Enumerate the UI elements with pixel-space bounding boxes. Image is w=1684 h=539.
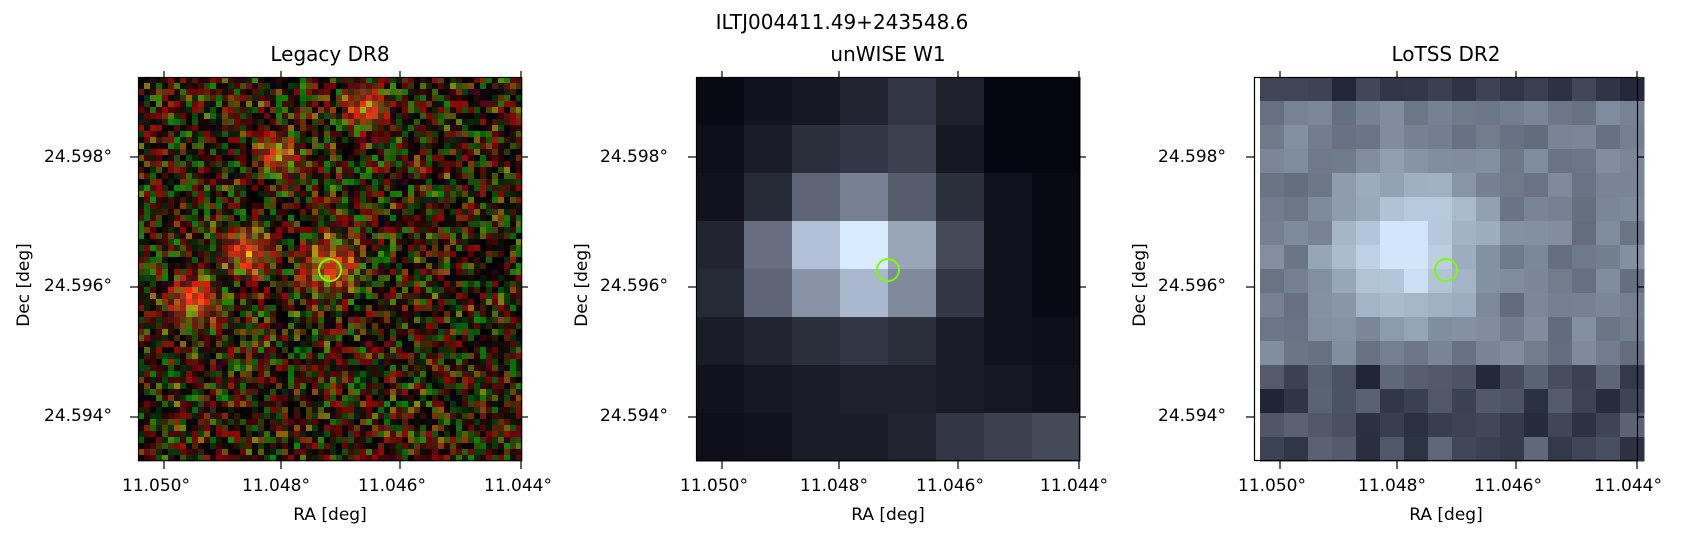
figure-title: ILTJ004411.49+243548.6 xyxy=(715,10,969,34)
source-marker xyxy=(1434,258,1458,282)
x-tick-label: 11.044° xyxy=(1040,476,1108,496)
source-marker xyxy=(318,258,342,282)
y-tick-label: 24.594° xyxy=(44,406,112,426)
axes-frame xyxy=(1253,76,1639,462)
y-tick-label: 24.598° xyxy=(600,147,668,167)
x-tick-label: 11.044° xyxy=(1594,476,1662,496)
panel-title-lotss: LoTSS DR2 xyxy=(1391,42,1501,66)
x-tick-label: 11.048° xyxy=(1358,476,1426,496)
x-tick-label: 11.046° xyxy=(358,476,426,496)
lotss-image-panel xyxy=(1246,71,1645,469)
y-axis-label: Dec [deg] xyxy=(571,243,592,327)
lotss-pixels xyxy=(1260,77,1645,462)
y-axis-label: Dec [deg] xyxy=(13,243,34,327)
x-tick-label: 11.046° xyxy=(916,476,984,496)
source-marker xyxy=(876,258,900,282)
y-tick-label: 24.594° xyxy=(600,406,668,426)
x-axis-label: RA [deg] xyxy=(1409,505,1483,525)
unwise-pixels xyxy=(696,77,1081,462)
optical-pixels xyxy=(138,77,523,462)
lotss-image xyxy=(1246,71,1645,469)
x-axis-label: RA [deg] xyxy=(851,505,925,525)
y-tick-label: 24.596° xyxy=(600,276,668,296)
y-tick-label: 24.594° xyxy=(1158,406,1226,426)
panel-title-unwise: unWISE W1 xyxy=(830,42,946,66)
y-tick-label: 24.596° xyxy=(1158,276,1226,296)
y-tick-label: 24.596° xyxy=(44,276,112,296)
axes-frame xyxy=(137,76,523,462)
x-tick-label: 11.044° xyxy=(484,476,552,496)
y-tick-label: 24.598° xyxy=(1158,147,1226,167)
x-tick-label: 11.048° xyxy=(800,476,868,496)
legacy-image-panel xyxy=(130,71,528,469)
unwise-image xyxy=(688,71,1086,469)
axes-frame xyxy=(695,76,1081,462)
x-tick-label: 11.046° xyxy=(1474,476,1542,496)
unwise-image-panel xyxy=(688,71,1086,469)
x-axis-label: RA [deg] xyxy=(293,505,367,525)
x-tick-label: 11.050° xyxy=(1238,476,1306,496)
panel-title-legacy: Legacy DR8 xyxy=(270,42,390,66)
x-tick-label: 11.050° xyxy=(122,476,190,496)
y-axis-label: Dec [deg] xyxy=(1129,243,1150,327)
y-tick-label: 24.598° xyxy=(44,147,112,167)
legacy-image xyxy=(130,71,528,469)
x-tick-label: 11.050° xyxy=(680,476,748,496)
x-tick-label: 11.048° xyxy=(242,476,310,496)
